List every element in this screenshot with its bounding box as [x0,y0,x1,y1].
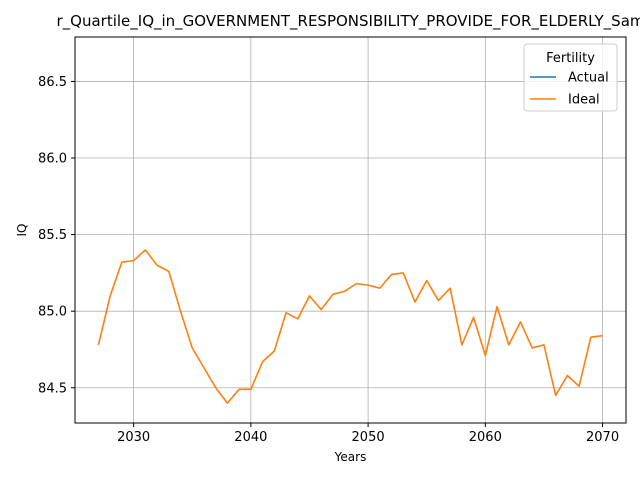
x-tick-label: 2030 [117,430,150,445]
legend-label-actual: Actual [568,71,609,86]
x-axis-label: Years [334,450,367,464]
axis-ticks: 2030 2040 2050 2060 2070 84.5 85.0 85.5 86.0 86.5 [38,75,619,445]
legend: Fertility Actual Ideal [523,43,618,112]
series-line-ideal [97,249,603,404]
y-tick-label: 86.0 [38,152,67,167]
legend-title: Fertility [546,51,595,66]
chart-title: r_Quartile_IQ_in_GOVERNMENT_RESPONSIBILI… [56,12,640,31]
y-tick-label: 86.5 [38,75,67,90]
x-tick-label: 2070 [586,430,619,445]
y-tick-label: 85.0 [38,305,67,320]
x-tick-label: 2060 [469,430,502,445]
x-tick-label: 2040 [234,430,267,445]
y-tick-label: 84.5 [38,381,67,396]
series-lines [97,249,603,404]
x-tick-label: 2050 [352,430,385,445]
legend-box [523,43,618,112]
y-tick-label: 85.5 [38,228,67,243]
plot-frame [74,36,627,424]
legend-entries: Actual Ideal [530,71,609,108]
legend-label-ideal: Ideal [568,93,600,108]
y-axis-label: IQ [15,224,29,237]
